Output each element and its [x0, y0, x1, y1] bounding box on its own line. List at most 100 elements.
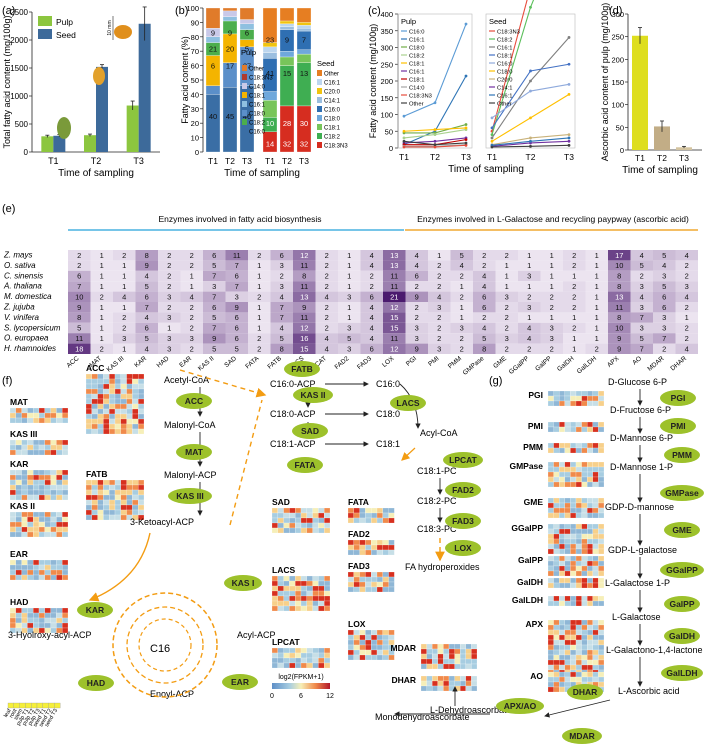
- heatmap-value: 4: [145, 344, 149, 353]
- pathway-heat-cell: [347, 644, 354, 651]
- heatmap-cell: [383, 270, 406, 282]
- pathway-heat-cell: [553, 639, 560, 646]
- pathway-heat-cell: [33, 407, 40, 414]
- pathway-heat-cell: [277, 580, 284, 587]
- series-point: [567, 62, 571, 66]
- heatmap-cell: [225, 281, 248, 292]
- pathway-heat-cell: [553, 619, 560, 626]
- pathway-node: GDP-L-galactose: [608, 545, 677, 555]
- pathway-heat-cell: [62, 526, 69, 533]
- pathway-heat-cell: [138, 494, 145, 501]
- pathway-heat-cell: [587, 644, 593, 651]
- pathway-heat-cell: [581, 600, 588, 607]
- pathway-heat-cell: [324, 595, 331, 602]
- stack-segment-seed: [279, 51, 295, 58]
- pathway-heat-cell: [126, 408, 133, 415]
- pathway-heat-cell: [126, 494, 133, 501]
- pathway-heat-cell: [553, 447, 560, 454]
- heatmap-value: 2: [257, 334, 261, 343]
- pathway-heat-cell: [318, 580, 325, 587]
- pathway-heat-cell: [295, 580, 302, 587]
- heatmap-value: 15: [390, 324, 398, 333]
- pathway-heat-cell: [581, 523, 588, 530]
- pathway-heat-cell: [553, 533, 560, 540]
- heatmap-value: 4: [145, 272, 149, 281]
- pathway-heat-cell: [587, 600, 593, 607]
- pathway-heat-cell: [318, 585, 325, 592]
- pathway-heat-cell: [570, 447, 577, 454]
- enzyme-dhar-badge: [567, 684, 603, 700]
- orange-arrow: [88, 532, 151, 602]
- pathway-heat-cell: [38, 494, 45, 501]
- heatmap-value: 3: [347, 292, 351, 301]
- pathway-heat-cell: [553, 528, 560, 535]
- pathway-heat-cell: [553, 507, 560, 514]
- pathway-heat-cell: [426, 663, 433, 670]
- pathway-heat-cell: [21, 417, 28, 424]
- pathway-heat-cell: [547, 577, 554, 584]
- heatmap-title: AO: [530, 671, 543, 681]
- heatmap-cell: [158, 333, 181, 344]
- pathway-heat-cell: [126, 403, 133, 410]
- sample-legend-cell: [25, 702, 32, 709]
- series-point: [402, 114, 406, 118]
- pathway-heat-cell: [575, 629, 582, 636]
- pathway-heat-cell: [97, 484, 104, 491]
- pathway-heat-cell: [114, 383, 121, 390]
- pathway-heat-cell: [38, 612, 45, 619]
- pathway-heat-cell: [295, 595, 302, 602]
- pathway-heat-cell: [44, 484, 51, 491]
- pathway-heat-cell: [300, 657, 307, 664]
- pathway-heat-cell: [575, 421, 582, 428]
- y-tick-label: 1000: [10, 92, 28, 101]
- heatmap-cell: [135, 260, 158, 271]
- pathway-heat-cell: [547, 560, 554, 567]
- legend-label: C16:1: [497, 94, 512, 100]
- heatmap-value: 2: [505, 251, 509, 260]
- pathway-heat-cell: [324, 605, 331, 612]
- pathway-heat-cell: [592, 570, 599, 577]
- pathway-heat-cell: [312, 657, 319, 664]
- pathway-heat-cell: [553, 543, 560, 550]
- pathway-heat-cell: [91, 499, 98, 506]
- pathway-heat-cell: [547, 639, 554, 646]
- pathway-heat-cell: [559, 624, 565, 631]
- pathway-heat-cell: [97, 499, 104, 506]
- pathway-heat-cell: [44, 444, 51, 451]
- pathway-heat-cell: [132, 373, 139, 380]
- heatmap-title: SAD: [272, 497, 290, 507]
- pathway-heat-cell: [598, 644, 605, 651]
- pathway-heat-cell: [592, 481, 599, 488]
- pathway-heat-cell: [50, 574, 57, 581]
- pathway-heat-cell: [271, 595, 278, 602]
- heatmap-value: 3: [640, 324, 644, 333]
- pathway-heat-cell: [581, 421, 588, 428]
- legend-label: C18:1: [409, 78, 424, 84]
- pathway-heat-cell: [382, 544, 389, 551]
- pathway-node: D-Fructose 6-P: [610, 405, 671, 415]
- pathway-heat-cell: [575, 466, 582, 473]
- pathway-heat-cell: [271, 527, 278, 534]
- pathway-heat-cell: [33, 521, 40, 528]
- sample-legend-cell: [54, 702, 61, 709]
- heatmap-title: LOX: [348, 619, 366, 629]
- pathway-node: C16:0: [376, 379, 400, 389]
- pathway-heat-cell: [559, 644, 565, 651]
- pathway-heat-cell: [271, 600, 278, 607]
- heatmap-value: 3: [347, 324, 351, 333]
- heatmap-value: 4: [370, 313, 374, 322]
- x-tick-label: T2: [657, 153, 667, 163]
- heatmap-cell: [113, 322, 136, 334]
- pathway-heat-cell: [9, 559, 16, 566]
- heatmap-value: 1: [167, 324, 171, 333]
- enzyme-label: APX: [606, 355, 621, 369]
- pathway-heat-cell: [598, 560, 605, 567]
- heatmap-value: 2: [122, 251, 126, 260]
- pathway-heat-cell: [27, 449, 34, 456]
- enzyme-kas-i-label: KAS I: [232, 578, 255, 588]
- pathway-heat-cell: [575, 395, 582, 402]
- heatmap-cell: [135, 343, 158, 354]
- pathway-heat-cell: [559, 634, 565, 641]
- pathway-heat-cell: [306, 657, 313, 664]
- pathway-node: Malonyl-CoA: [164, 420, 216, 430]
